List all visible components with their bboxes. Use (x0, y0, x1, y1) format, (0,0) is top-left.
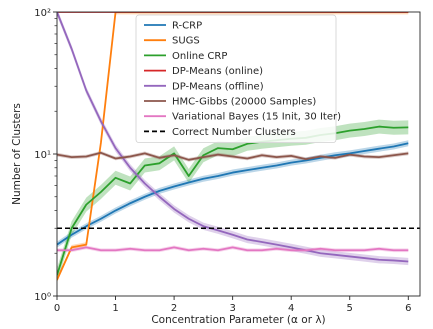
line-r-crp (57, 142, 409, 246)
axes: 0 1 2 3 4 5 6 10⁰ 10¹ 10² Concentration Parameter … (11, 8, 421, 326)
band-online-crp (57, 119, 409, 283)
y-axis-label: Number of Clusters (11, 103, 23, 205)
legend-label-correct-number-clusters: Correct Number Clusters (172, 127, 296, 138)
line-online-crp (57, 125, 409, 276)
line-dp-means-offline (57, 12, 409, 263)
legend: R-CRP SUGS Online CRP DP-Means (online) DP-M… (135, 14, 341, 143)
y-tick-label-10: 10¹ (34, 150, 51, 161)
legend-label-online-crp: Online CRP (172, 51, 227, 62)
band-r-crp (57, 140, 409, 248)
y-tick-label-1: 10⁰ (34, 292, 51, 303)
x-tick-label-5: 5 (347, 303, 353, 314)
legend-label-hmc-gibbs-20000-samples: HMC-Gibbs (20000 Samples) (172, 97, 316, 108)
legend-label-dp-means-offline: DP-Means (offline) (172, 81, 264, 92)
x-tick-label-1: 1 (112, 303, 118, 314)
y-tick-label-100: 10² (34, 8, 51, 19)
x-tick-label-0: 0 (54, 303, 60, 314)
x-tick-label-6: 6 (405, 303, 411, 314)
legend-label-r-crp: R-CRP (172, 21, 202, 32)
series-lines (57, 12, 420, 281)
line-variational-bayes-15-init-30-iter (57, 246, 409, 252)
legend-label-sugs: SUGS (172, 36, 200, 47)
line-hmc-gibbs-20000-samples (57, 151, 409, 161)
x-axis-label: Concentration Parameter (α or λ) (151, 314, 325, 326)
legend-box (135, 14, 337, 143)
line-sugs (57, 12, 409, 281)
x-tick-label-4: 4 (288, 303, 294, 314)
x-tick-label-3: 3 (229, 303, 235, 314)
legend-label-variational-bayes-15-init-30-iter: Variational Bayes (15 Init, 30 Iter) (172, 112, 341, 123)
x-tick-label-2: 2 (171, 303, 177, 314)
legend-label-dp-means-online: DP-Means (online) (172, 66, 263, 77)
